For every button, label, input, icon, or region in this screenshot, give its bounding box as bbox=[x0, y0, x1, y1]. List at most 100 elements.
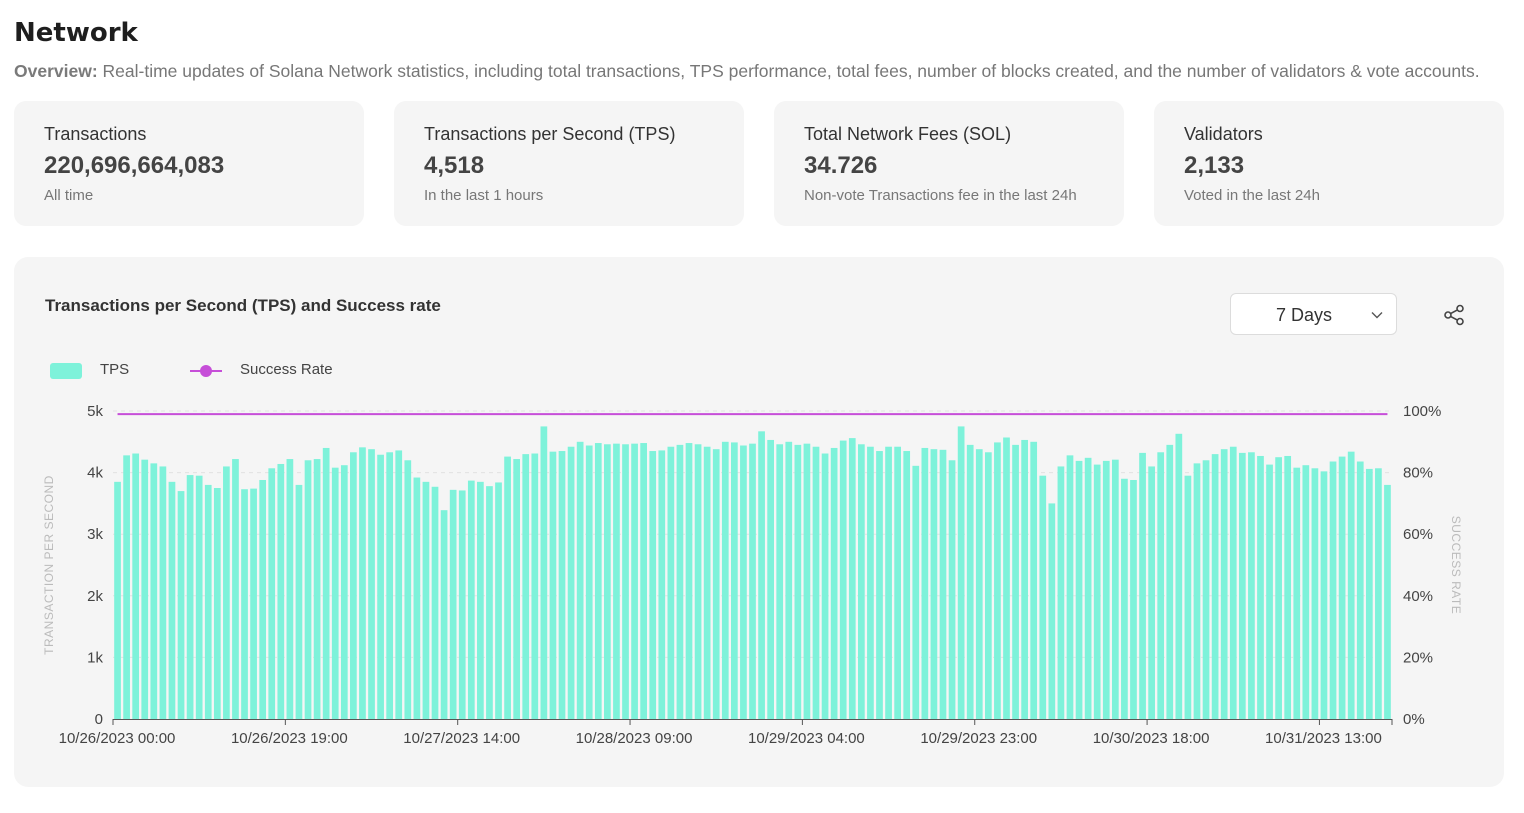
y2-tick-label: 80% bbox=[1403, 465, 1433, 482]
tps-chart-plot: 0 1k 2k 3k 4k 5k 0% 20% 40% 60% 80% 100% TRANSACTION… bbox=[42, 403, 1463, 747]
tps-bar bbox=[232, 459, 239, 719]
tps-bar bbox=[1238, 452, 1246, 719]
tps-bar bbox=[966, 444, 974, 719]
tps-bar bbox=[495, 482, 502, 719]
tps-bar bbox=[1111, 459, 1119, 719]
tps-bar bbox=[658, 450, 666, 719]
share-icon[interactable] bbox=[1442, 303, 1466, 327]
tps-bar bbox=[223, 466, 230, 719]
x-tick-label: 10/27/2023 14:00 bbox=[403, 730, 520, 747]
y-tick-label: 1k bbox=[87, 649, 103, 666]
stat-value: 34.726 bbox=[804, 152, 878, 179]
tps-bar bbox=[994, 442, 1001, 719]
tps-bar bbox=[1266, 464, 1273, 719]
tps-bar bbox=[540, 426, 548, 719]
tps-bar bbox=[1084, 457, 1092, 719]
overview-text: Real-time updates of Solana Network stat… bbox=[97, 61, 1480, 81]
legend-label: Success Rate bbox=[240, 361, 333, 378]
tps-bar bbox=[839, 440, 847, 719]
tps-bar bbox=[1130, 479, 1137, 719]
y2-tick-label: 100% bbox=[1403, 403, 1441, 420]
tps-bar bbox=[186, 475, 194, 719]
y-tick-label: 4k bbox=[87, 465, 103, 482]
tps-bar bbox=[123, 455, 130, 719]
tps-bar bbox=[1093, 464, 1101, 719]
tps-bar bbox=[331, 467, 339, 719]
tps-bar bbox=[631, 443, 638, 719]
tps-bar bbox=[794, 444, 802, 719]
tps-bar bbox=[422, 481, 430, 719]
tps-bar bbox=[340, 465, 348, 719]
tps-bar bbox=[259, 479, 267, 719]
tps-bar bbox=[1021, 439, 1028, 719]
overview-label: Overview: bbox=[14, 61, 98, 81]
tps-bar bbox=[431, 486, 439, 719]
tps-bar bbox=[313, 459, 321, 719]
tps-bar bbox=[767, 439, 774, 719]
y-tick-label: 5k bbox=[87, 403, 103, 420]
tps-bar bbox=[1338, 456, 1346, 719]
stat-label: Transactions bbox=[44, 124, 147, 144]
tps-bar bbox=[1320, 471, 1328, 719]
tps-bar bbox=[241, 489, 248, 719]
tps-bar bbox=[1275, 457, 1282, 719]
tps-bar bbox=[1057, 466, 1065, 719]
chart-title: Transactions per Second (TPS) and Succes… bbox=[45, 296, 441, 315]
tps-bar bbox=[458, 490, 466, 719]
tps-bar bbox=[712, 449, 720, 719]
tps-bar bbox=[549, 451, 557, 719]
tps-bar bbox=[395, 450, 403, 719]
tps-bar bbox=[576, 441, 584, 719]
tps-bar bbox=[359, 447, 366, 719]
stat-value: 220,696,664,083 bbox=[44, 152, 225, 179]
tps-bar bbox=[731, 442, 738, 719]
tps-bar bbox=[1012, 444, 1019, 719]
legend-swatch-success-rate bbox=[190, 365, 222, 377]
tps-bar bbox=[567, 446, 575, 719]
tps-bar bbox=[504, 456, 511, 719]
stat-card-transactions: Transactions 220,696,664,083 All time bbox=[14, 101, 364, 226]
tps-bar bbox=[848, 438, 856, 719]
tps-bar bbox=[1384, 484, 1391, 719]
tps-bar bbox=[1003, 437, 1010, 719]
tps-bar bbox=[1347, 451, 1355, 719]
tps-bar bbox=[250, 488, 257, 719]
legend-item-tps[interactable]: TPS bbox=[50, 360, 150, 380]
tps-bar bbox=[948, 460, 956, 719]
legend-item-success-rate[interactable]: Success Rate bbox=[190, 360, 350, 380]
stat-card-network-fees: Total Network Fees (SOL) 34.726 Non-vote… bbox=[774, 101, 1124, 226]
legend-label: TPS bbox=[100, 361, 130, 378]
tps-bar bbox=[368, 449, 375, 719]
tps-bar bbox=[350, 452, 357, 719]
tps-bar bbox=[114, 481, 121, 719]
y2-axis-title: SUCCESS RATE bbox=[1449, 516, 1463, 614]
tps-bar bbox=[522, 454, 530, 719]
chevron-down-icon bbox=[1371, 312, 1383, 319]
x-tick-label: 10/29/2023 23:00 bbox=[920, 730, 1037, 747]
tps-bar bbox=[1175, 433, 1183, 719]
stat-card-tps: Transactions per Second (TPS) 4,518 In t… bbox=[394, 101, 744, 226]
stat-subtext: In the last 1 hours bbox=[424, 187, 544, 204]
tps-bar bbox=[1257, 455, 1264, 719]
tps-bar bbox=[1066, 455, 1074, 719]
tps-bar bbox=[821, 453, 829, 719]
tps-bar bbox=[558, 451, 566, 719]
y-axis-title: TRANSACTION PER SECOND bbox=[42, 475, 56, 655]
tps-bar bbox=[740, 445, 747, 719]
tps-bar bbox=[132, 453, 140, 719]
time-range-select[interactable]: 7 Days bbox=[1230, 293, 1397, 335]
tps-bar bbox=[1229, 446, 1237, 719]
tps-bar bbox=[286, 459, 294, 719]
tps-bar bbox=[604, 444, 611, 719]
tps-bar bbox=[1075, 460, 1083, 719]
tps-bar bbox=[585, 445, 593, 719]
tps-bar bbox=[386, 452, 394, 719]
tps-bar bbox=[694, 444, 702, 719]
tps-bar bbox=[803, 443, 811, 719]
tps-bar bbox=[830, 447, 838, 719]
tps-bar bbox=[195, 475, 203, 719]
tps-bar bbox=[1102, 460, 1110, 719]
tps-bar bbox=[785, 441, 793, 719]
tps-bar bbox=[1365, 468, 1373, 719]
tps-bar bbox=[1193, 463, 1201, 719]
